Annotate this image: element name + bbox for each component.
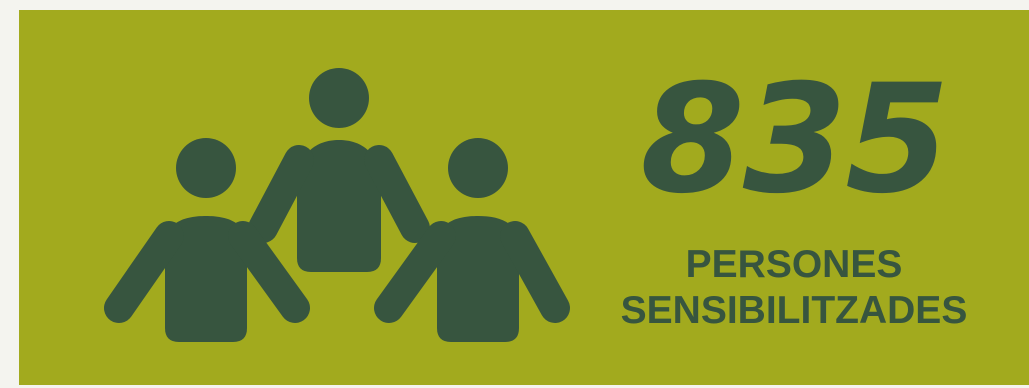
right-person-head — [448, 138, 508, 198]
left-person-right-arm — [228, 221, 310, 323]
center-person-right-arm — [364, 145, 430, 243]
center-person-torso — [297, 140, 381, 272]
stat-label-line-1: PERSONES — [685, 243, 903, 286]
stat-card: 835 PERSONES SENSIBILITZADES — [19, 10, 1029, 385]
stat-label: PERSONES SENSIBILITZADES — [589, 242, 999, 334]
right-person-torso — [437, 216, 519, 342]
center-person-head — [309, 68, 369, 128]
left-person-torso — [165, 216, 247, 342]
people-group-icon — [104, 68, 570, 342]
stat-value: 835 — [640, 53, 949, 227]
left-person-left-arm — [104, 221, 184, 323]
right-person-left-arm — [374, 221, 456, 323]
right-person-right-arm — [500, 221, 570, 323]
stat-label-line-2: SENSIBILITZADES — [620, 289, 968, 332]
center-person-left-arm — [248, 145, 314, 243]
left-person-head — [176, 138, 236, 198]
